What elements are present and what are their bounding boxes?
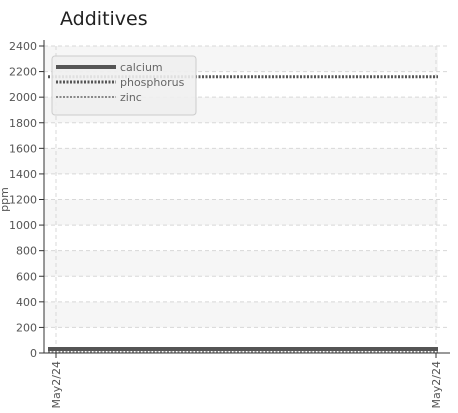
y-tick-label: 0 bbox=[30, 347, 37, 360]
y-tick-label: 1000 bbox=[9, 219, 37, 232]
y-tick-label: 1800 bbox=[9, 117, 37, 130]
y-tick-label: 600 bbox=[16, 270, 37, 283]
grid-band bbox=[44, 148, 438, 174]
tick-labels: 0 200 400 600 800 1000 1200 1400 1600 1800 2000 220… bbox=[0, 40, 443, 408]
chart-title: Additives bbox=[60, 8, 148, 30]
x-tick-label: May2/24 bbox=[430, 361, 443, 408]
y-tick-label: 200 bbox=[16, 321, 37, 334]
y-tick-label: 1200 bbox=[9, 194, 37, 207]
y-axis-label: ppm bbox=[0, 187, 11, 212]
x-tick-label: May2/24 bbox=[50, 361, 63, 408]
grid-band bbox=[44, 199, 438, 226]
y-tick-label: 2200 bbox=[9, 66, 37, 79]
y-tick-label: 400 bbox=[16, 296, 37, 309]
legend-label-phosphorus[interactable]: phosphorus bbox=[120, 76, 185, 89]
legend-label-calcium[interactable]: calcium bbox=[120, 61, 163, 74]
y-tick-label: 1600 bbox=[9, 142, 37, 155]
grid bbox=[44, 45, 448, 353]
grid-band bbox=[44, 301, 438, 328]
y-tick-label: 1400 bbox=[9, 168, 37, 181]
legend[interactable]: calcium phosphorus zinc bbox=[51, 55, 197, 116]
legend-box bbox=[51, 55, 197, 116]
y-tick-label: 2000 bbox=[9, 91, 37, 104]
grid-band bbox=[44, 250, 438, 277]
y-tick-label: 2400 bbox=[9, 40, 37, 53]
axes bbox=[39, 40, 450, 358]
legend-label-zinc[interactable]: zinc bbox=[120, 91, 142, 104]
y-tick-label: 800 bbox=[16, 245, 37, 258]
